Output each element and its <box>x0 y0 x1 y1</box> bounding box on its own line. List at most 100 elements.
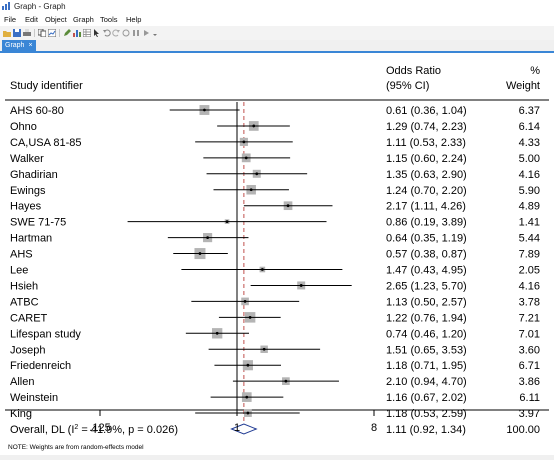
menu-file[interactable]: File <box>4 15 17 24</box>
study-point-estimate <box>252 124 256 128</box>
study-label: Ghadirian <box>10 169 58 181</box>
save-icon[interactable] <box>13 29 21 37</box>
study-ci-text: 2.10 (0.94, 4.70) <box>386 376 467 388</box>
study-ci-text: 1.22 (0.76, 1.94) <box>386 312 467 324</box>
study-point-estimate <box>299 284 303 287</box>
weights-note: NOTE: Weights are from random-effects mo… <box>8 444 144 451</box>
study-weight: 6.37 <box>519 105 540 117</box>
study-weight: 1.41 <box>519 217 540 229</box>
study-point-estimate <box>215 331 219 335</box>
x-tick-label: 8 <box>371 422 377 434</box>
overall-weight: 100.00 <box>506 424 540 436</box>
study-ci-text: 2.65 (1.23, 5.70) <box>386 280 467 292</box>
study-weight: 6.71 <box>519 360 540 372</box>
study-ci-text: 1.11 (0.53, 2.33) <box>386 137 466 149</box>
study-weight: 5.00 <box>519 153 540 165</box>
study-ci-text: 1.47 (0.43, 4.95) <box>386 265 467 277</box>
study-weight: 7.01 <box>519 328 540 340</box>
study-point-estimate <box>244 156 248 160</box>
study-label: Lifespan study <box>10 328 81 340</box>
study-point-estimate <box>243 300 247 303</box>
study-label: Lee <box>10 265 28 277</box>
study-weight: 3.86 <box>519 376 540 388</box>
window-titlebar: Graph - Graph <box>0 0 554 13</box>
study-label: Walker <box>10 153 44 165</box>
study-label: SWE 71-75 <box>10 217 66 229</box>
study-ci-text: 0.57 (0.38, 0.87) <box>386 249 467 261</box>
header-ci: (95% CI) <box>386 80 429 92</box>
study-rows: AHS 60-80 0.61 (0.36, 1.04) 6.37 Ohno 1.29 (… <box>10 102 540 427</box>
menu-tools[interactable]: Tools <box>100 15 118 24</box>
tab-bar: Graph × <box>0 40 554 53</box>
study-ci-text: 0.86 (0.19, 3.89) <box>386 217 467 229</box>
study-weight: 2.05 <box>519 265 540 277</box>
overall-ci-text: 1.11 (0.92, 1.34) <box>386 424 466 436</box>
close-tab-icon[interactable]: × <box>28 42 33 49</box>
study-label: Hartman <box>10 233 52 245</box>
header-weight: Weight <box>506 80 540 92</box>
record-icon[interactable] <box>122 29 130 37</box>
study-label: King <box>10 408 32 420</box>
data-editor-icon[interactable] <box>83 29 91 37</box>
study-point-estimate <box>198 252 202 255</box>
study-ci-text: 1.18 (0.53, 2.59) <box>386 408 467 420</box>
tab-graph[interactable]: Graph × <box>2 40 36 51</box>
toolbar <box>0 26 554 41</box>
study-ci-text: 1.51 (0.65, 3.53) <box>386 344 467 356</box>
graph-properties-icon[interactable] <box>48 29 56 37</box>
overall-diamond <box>230 423 258 435</box>
study-weight: 3.78 <box>519 296 540 308</box>
study-weight: 3.97 <box>519 408 540 420</box>
study-point-estimate <box>255 172 259 176</box>
open-folder-icon[interactable] <box>3 29 11 37</box>
study-label: CARET <box>10 312 48 324</box>
pause-icon[interactable] <box>132 29 140 37</box>
stata-graph-icon <box>2 2 10 10</box>
study-label: Hayes <box>10 201 42 213</box>
study-label: AHS <box>10 249 33 261</box>
study-weight: 4.16 <box>519 169 540 181</box>
study-ci-text: 1.18 (0.71, 1.95) <box>386 360 467 372</box>
menu-help[interactable]: Help <box>126 15 142 24</box>
study-label: Ewings <box>10 185 46 197</box>
study-point-estimate <box>286 204 290 208</box>
header-odds-ratio: Odds Ratio <box>386 65 441 77</box>
x-tick-label: .125 <box>89 422 110 434</box>
copy-icon[interactable] <box>38 29 46 37</box>
study-weight: 4.33 <box>519 137 540 149</box>
redo-icon[interactable] <box>112 29 120 37</box>
play-icon[interactable] <box>142 29 150 37</box>
study-point-estimate <box>262 347 266 351</box>
study-label: Joseph <box>10 344 45 356</box>
undo-icon[interactable] <box>103 29 111 37</box>
study-point-estimate <box>260 268 264 271</box>
pointer-icon[interactable] <box>93 29 101 37</box>
study-label: CA,USA 81-85 <box>10 137 82 149</box>
study-point-estimate <box>248 315 252 319</box>
study-label: Ohno <box>10 121 37 133</box>
study-ci-text: 1.15 (0.60, 2.24) <box>386 153 467 165</box>
study-label: Allen <box>10 376 34 388</box>
menu-edit[interactable]: Edit <box>25 15 38 24</box>
graph-editor-icon[interactable] <box>63 29 71 37</box>
study-weight: 7.89 <box>519 249 540 261</box>
study-point-estimate <box>246 363 250 367</box>
dropdown-arrow-icon[interactable] <box>151 29 159 37</box>
graph-canvas: Study identifier Odds Ratio (95% CI) % W… <box>0 53 554 455</box>
study-label: ATBC <box>10 296 39 308</box>
header-percent: % <box>530 65 540 77</box>
print-icon[interactable] <box>23 29 31 37</box>
menu-graph[interactable]: Graph <box>73 15 94 24</box>
study-point-estimate <box>242 140 246 144</box>
overall-label: Overall, DL (I2 = 41.9%, p = 0.026) <box>10 424 178 436</box>
study-label: Hsieh <box>10 280 38 292</box>
header-study-identifier: Study identifier <box>10 80 83 92</box>
x-tick-label: 1 <box>234 422 240 434</box>
study-weight: 5.90 <box>519 185 540 197</box>
study-ci-text: 1.13 (0.50, 2.57) <box>386 296 467 308</box>
x-axis: .125 1 8 <box>89 410 377 434</box>
chart-icon[interactable] <box>73 29 81 37</box>
study-ci-text: 1.29 (0.74, 2.23) <box>386 121 467 133</box>
overall-row: Overall, DL (I2 = 41.9%, p = 0.026) 1.11 … <box>10 423 540 436</box>
menu-object[interactable]: Object <box>45 15 67 24</box>
